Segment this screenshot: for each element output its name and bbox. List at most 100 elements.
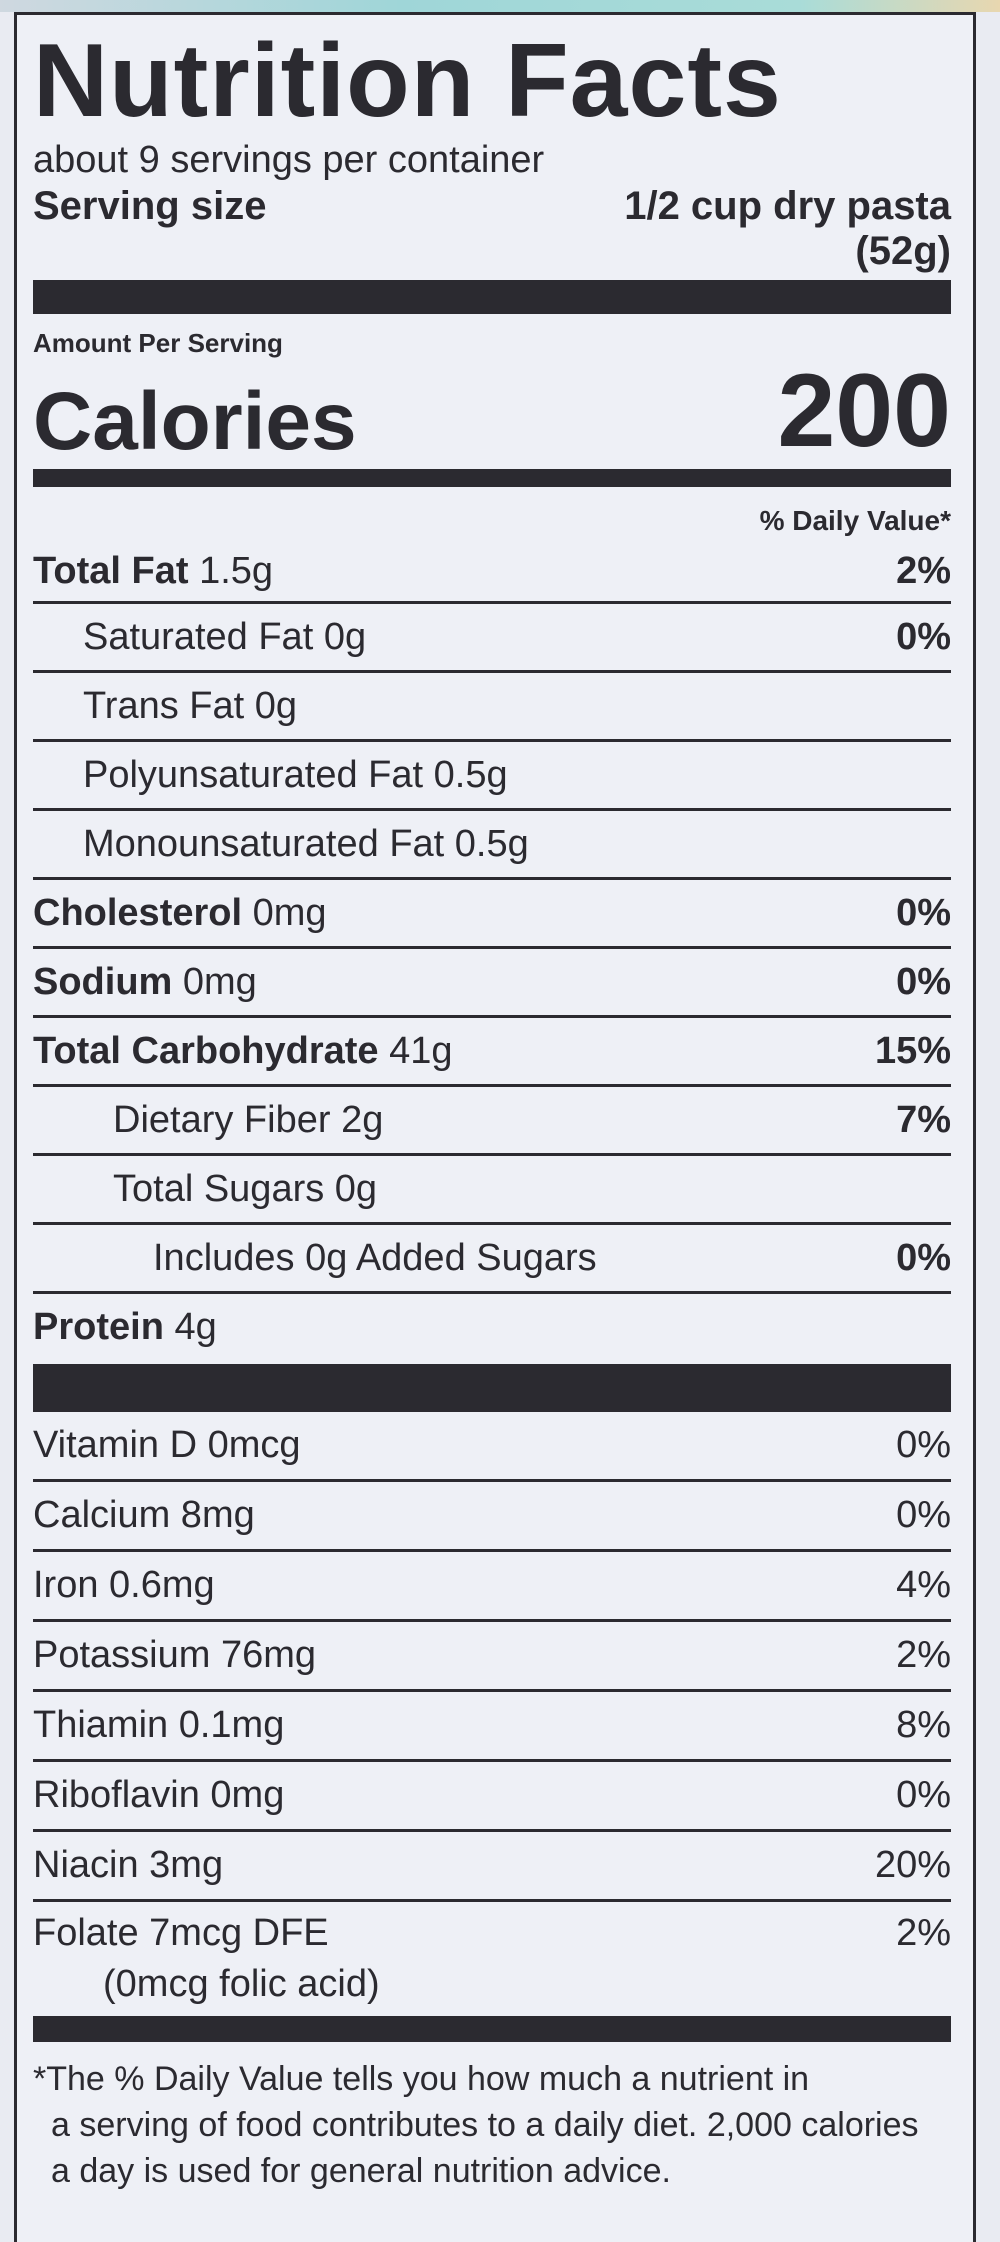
- divider-thick: [33, 1364, 951, 1412]
- nutrient-row: Total Carbohydrate 41g 15%: [33, 1015, 951, 1084]
- vitamin-row: Vitamin D 0mcg 0%: [33, 1412, 951, 1479]
- divider-thick: [33, 2016, 951, 2042]
- footnote-line: a serving of food contributes to a daily…: [51, 2106, 919, 2144]
- nutrient-row: Trans Fat 0g: [33, 670, 951, 739]
- nutrient-label: Cholesterol 0mg: [33, 892, 327, 935]
- nutrient-dv: 0%: [896, 891, 951, 934]
- nutrient-row: Cholesterol 0mg 0%: [33, 877, 951, 946]
- vitamin-dv: 2%: [896, 1634, 951, 1676]
- calories-value: 200: [777, 353, 951, 469]
- nutrition-facts-label: Nutrition Facts about 9 servings per con…: [14, 12, 976, 2242]
- serving-size-grams: (52g): [855, 229, 951, 273]
- nutrient-label: Trans Fat 0g: [33, 685, 297, 728]
- nutrient-name: Trans Fat: [83, 684, 245, 727]
- nutrient-label: Saturated Fat 0g: [33, 616, 366, 659]
- vitamin-name: Riboflavin 0mg: [33, 1774, 285, 1816]
- vitamin-dv: 0%: [896, 1494, 951, 1536]
- nutrient-amount: 1.5g: [199, 549, 274, 592]
- nutrient-list: Total Fat 1.5g 2% Saturated Fat 0g 0% Trans …: [33, 541, 951, 1360]
- calories-row: Calories 200: [33, 359, 951, 463]
- nutrient-label: Total Fat 1.5g: [33, 550, 273, 593]
- nutrient-name: Monounsaturated Fat: [83, 822, 445, 865]
- nutrient-label: Total Sugars 0g: [33, 1168, 377, 1211]
- nutrient-name: Protein: [33, 1305, 164, 1348]
- calories-label: Calories: [33, 376, 357, 467]
- serving-size: Serving size 1/2 cup dry pasta: [33, 184, 951, 229]
- nutrient-dv: 15%: [874, 1029, 951, 1072]
- divider-thick: [33, 280, 951, 314]
- vitamin-dv: 0%: [896, 1774, 951, 1816]
- nutrient-dv: 0%: [896, 615, 951, 658]
- package-edge: [0, 0, 1000, 12]
- vitamin-list: Vitamin D 0mcg 0% Calcium 8mg 0% Iron 0.6mg 4…: [33, 1412, 951, 1899]
- nutrient-name: Polyunsaturated Fat: [83, 753, 424, 796]
- serving-size-label: Serving size: [33, 184, 267, 228]
- nutrient-dv: 0%: [896, 960, 951, 1003]
- vitamin-dv: 8%: [896, 1704, 951, 1746]
- vitamin-name: Vitamin D 0mcg: [33, 1424, 301, 1466]
- nutrient-label: Polyunsaturated Fat 0.5g: [33, 754, 508, 797]
- nutrient-label: Total Carbohydrate 41g: [33, 1030, 453, 1073]
- footnote: *The % Daily Value tells you how much a …: [33, 2042, 951, 2194]
- vitamin-dv: 0%: [896, 1424, 951, 1466]
- vitamin-name: Calcium 8mg: [33, 1494, 255, 1536]
- nutrient-name: Total Sugars: [113, 1167, 325, 1210]
- nutrient-amount: 0.5g: [433, 753, 508, 796]
- vitamin-row: Niacin 3mg 20%: [33, 1829, 951, 1899]
- vitamin-name: Iron 0.6mg: [33, 1564, 215, 1606]
- serving-size-value: 1/2 cup dry pasta: [624, 184, 951, 228]
- servings-per-container: about 9 servings per container: [33, 139, 545, 181]
- amount-per-serving: Amount Per Serving: [33, 328, 283, 358]
- nutrient-amount: 2g: [341, 1098, 384, 1141]
- footnote-line: *The % Daily Value tells you how much a …: [33, 2060, 810, 2098]
- nutrient-row: Protein 4g: [33, 1291, 951, 1360]
- nutrient-label: Monounsaturated Fat 0.5g: [33, 823, 529, 866]
- nutrient-row: Polyunsaturated Fat 0.5g: [33, 739, 951, 808]
- daily-value-header: % Daily Value*: [759, 505, 951, 536]
- nutrient-amount: 0g: [323, 615, 367, 658]
- nutrient-label: Includes 0g Added Sugars: [33, 1237, 597, 1280]
- nutrient-name: Saturated Fat: [83, 615, 314, 658]
- nutrient-dv: 0%: [896, 1236, 951, 1279]
- nutrient-row: Includes 0g Added Sugars 0%: [33, 1222, 951, 1291]
- nutrient-amount: 0g: [254, 684, 298, 727]
- label-title: Nutrition Facts: [33, 23, 782, 139]
- nutrient-name: Total Fat: [33, 549, 189, 592]
- nutrient-amount: 0g: [334, 1167, 378, 1210]
- folate-name: Folate 7mcg DFE: [33, 1912, 329, 1954]
- folic-acid: (0mcg folic acid): [103, 1963, 380, 2005]
- nutrient-dv: 7%: [896, 1098, 951, 1141]
- nutrient-row: Sodium 0mg 0%: [33, 946, 951, 1015]
- nutrient-dv: 2%: [896, 549, 951, 592]
- footnote-line: a day is used for general nutrition advi…: [51, 2152, 671, 2190]
- nutrient-name: Total Carbohydrate: [33, 1029, 379, 1072]
- folate-dv: 2%: [896, 1912, 951, 1954]
- nutrient-name: Sodium: [33, 960, 173, 1003]
- vitamin-row: Thiamin 0.1mg 8%: [33, 1689, 951, 1759]
- nutrient-name: Cholesterol: [33, 891, 243, 934]
- nutrient-row: Total Sugars 0g: [33, 1153, 951, 1222]
- nutrient-label: Sodium 0mg: [33, 961, 257, 1004]
- nutrient-row: Dietary Fiber 2g 7%: [33, 1084, 951, 1153]
- nutrient-label: Dietary Fiber 2g: [33, 1099, 383, 1142]
- folate-row: Folate 7mcg DFE 2% (0mcg folic acid): [33, 1899, 951, 2006]
- vitamin-name: Niacin 3mg: [33, 1844, 224, 1886]
- nutrient-row: Total Fat 1.5g 2%: [33, 541, 951, 601]
- nutrient-amount: 0mg: [182, 960, 257, 1003]
- nutrient-amount: 0mg: [252, 891, 327, 934]
- nutrient-amount: 4g: [174, 1305, 217, 1348]
- nutrient-row: Monounsaturated Fat 0.5g: [33, 808, 951, 877]
- nutrient-label: Protein 4g: [33, 1306, 217, 1349]
- vitamin-name: Potassium 76mg: [33, 1634, 317, 1676]
- nutrient-amount: 41g: [389, 1029, 453, 1072]
- vitamin-name: Thiamin 0.1mg: [33, 1704, 285, 1746]
- nutrient-name: Includes 0g Added Sugars: [153, 1236, 597, 1279]
- nutrient-amount: 0.5g: [454, 822, 529, 865]
- vitamin-dv: 20%: [874, 1844, 951, 1886]
- vitamin-row: Potassium 76mg 2%: [33, 1619, 951, 1689]
- nutrient-row: Saturated Fat 0g 0%: [33, 601, 951, 670]
- vitamin-dv: 4%: [896, 1564, 951, 1606]
- divider-medium: [33, 469, 951, 487]
- vitamin-row: Riboflavin 0mg 0%: [33, 1759, 951, 1829]
- vitamin-row: Iron 0.6mg 4%: [33, 1549, 951, 1619]
